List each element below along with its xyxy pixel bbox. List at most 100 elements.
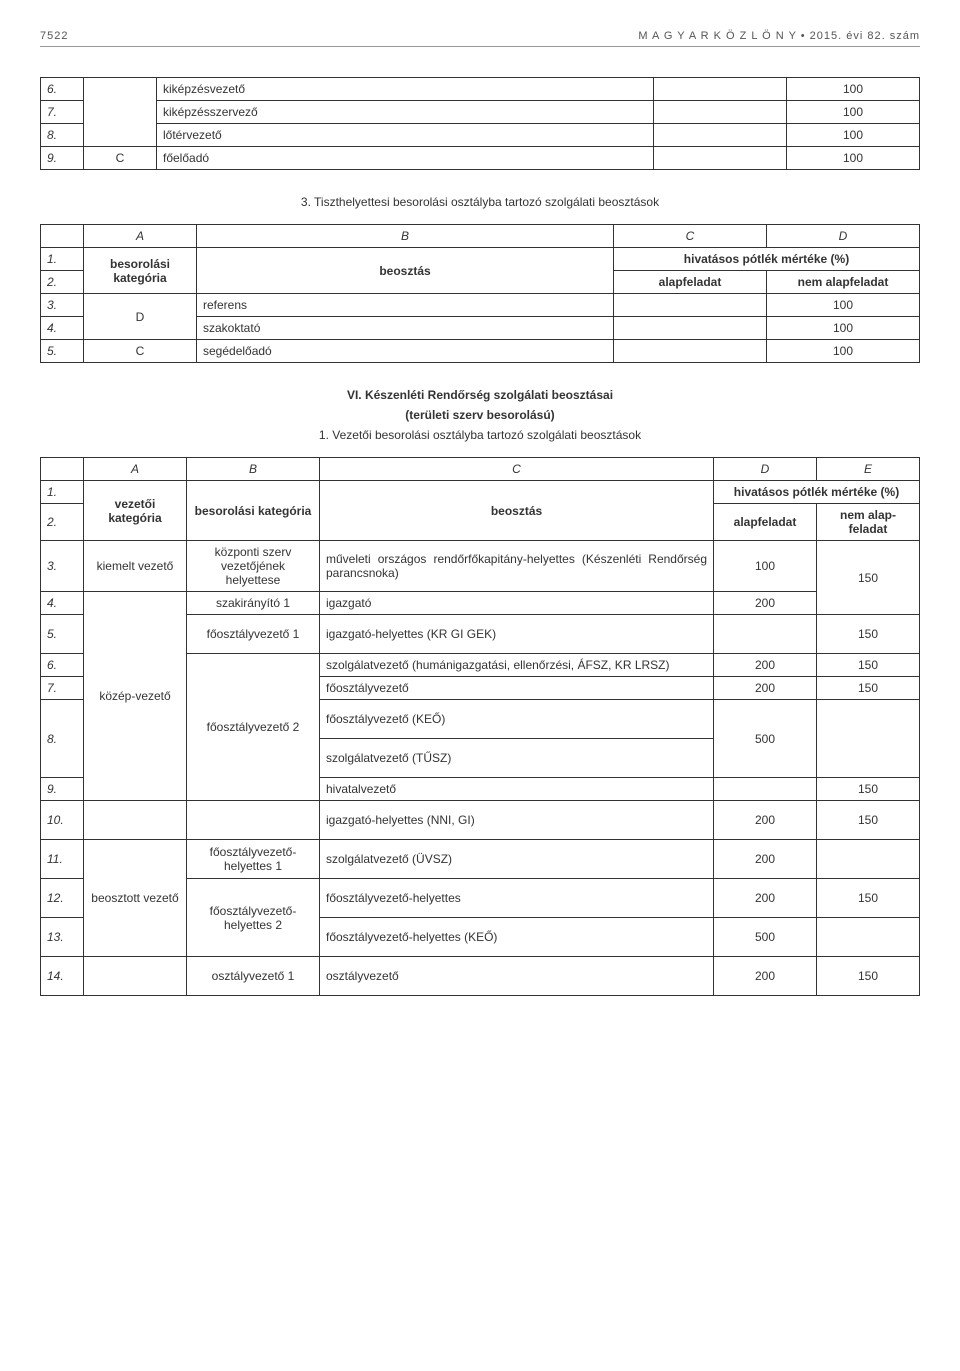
table-row: 4. közép-vezető szakirányító 1 igazgató … xyxy=(41,592,920,615)
row-num: 9. xyxy=(41,147,84,170)
table-row: 1. vezetői kategória besorolási kategóri… xyxy=(41,481,920,504)
col-letter: B xyxy=(187,458,320,481)
cell-empty xyxy=(41,458,84,481)
cell: főosztályvezető (KEŐ) xyxy=(320,700,714,739)
col-letter: D xyxy=(714,458,817,481)
journal-title: M A G Y A R K Ö Z L Ö N Y • 2015. évi 82… xyxy=(638,30,920,42)
cell xyxy=(654,78,787,101)
cell: 100 xyxy=(787,101,920,124)
header-cell: besorolási kategória xyxy=(84,248,197,294)
table-row: A B C D xyxy=(41,225,920,248)
row-num: 3. xyxy=(41,294,84,317)
cell xyxy=(817,840,920,879)
col-letter: D xyxy=(767,225,920,248)
row-num: 10. xyxy=(41,801,84,840)
section-vi-sub: (területi szerv besorolású) xyxy=(40,408,920,422)
row-num: 4. xyxy=(41,592,84,615)
row-num: 5. xyxy=(41,615,84,654)
col-letter: E xyxy=(817,458,920,481)
header-cell: nem alap-feladat xyxy=(817,504,920,541)
cell: osztályvezető 1 xyxy=(187,957,320,996)
cell: 500 xyxy=(714,700,817,778)
table-row: 1. besorolási kategória beosztás hivatás… xyxy=(41,248,920,271)
cell: 150 xyxy=(817,541,920,615)
row-num: 7. xyxy=(41,677,84,700)
cell xyxy=(614,340,767,363)
cell: 150 xyxy=(817,778,920,801)
cell: segédelőadó xyxy=(197,340,614,363)
cell: főosztályvezető-helyettes xyxy=(320,879,714,918)
row-num: 5. xyxy=(41,340,84,363)
row-num: 4. xyxy=(41,317,84,340)
table-row: 11. beosztott vezető főosztályvezető-hel… xyxy=(41,840,920,879)
row-num: 2. xyxy=(41,271,84,294)
cell: 100 xyxy=(787,124,920,147)
page-number: 7522 xyxy=(40,30,68,42)
cell: 200 xyxy=(714,957,817,996)
cell xyxy=(654,124,787,147)
cell-empty xyxy=(84,78,157,147)
header-cell: hivatásos pótlék mértéke (%) xyxy=(714,481,920,504)
cell: igazgató xyxy=(320,592,714,615)
cell: szolgálatvezető (humánigazgatási, ellenő… xyxy=(320,654,714,677)
cell xyxy=(714,778,817,801)
cell: főosztályvezető xyxy=(320,677,714,700)
cell: 200 xyxy=(714,592,817,615)
cell: főelőadó xyxy=(157,147,654,170)
cell xyxy=(654,101,787,124)
cell: C xyxy=(84,147,157,170)
cell: 200 xyxy=(714,840,817,879)
col-letter: C xyxy=(614,225,767,248)
cell xyxy=(654,147,787,170)
table-row: 7. kiképzésszervező 100 xyxy=(41,101,920,124)
cell: lőtérvezető xyxy=(157,124,654,147)
cell: főosztályvezető 1 xyxy=(187,615,320,654)
table-row: 14. osztályvezető 1 osztályvezető 200 15… xyxy=(41,957,920,996)
cell: főosztályvezető-helyettes 2 xyxy=(187,879,320,957)
col-letter: A xyxy=(84,458,187,481)
cell: 500 xyxy=(714,918,817,957)
table-row: 9. C főelőadó 100 xyxy=(41,147,920,170)
cell: főosztályvezető 2 xyxy=(187,654,320,801)
header-cell: beosztás xyxy=(320,481,714,541)
table-row: 6. kiképzésvezető 100 xyxy=(41,78,920,101)
cell: hivatalvezető xyxy=(320,778,714,801)
cell: 100 xyxy=(767,340,920,363)
cell: szolgálatvezető (ÜVSZ) xyxy=(320,840,714,879)
cell: főosztályvezető-helyettes (KEŐ) xyxy=(320,918,714,957)
cell: D xyxy=(84,294,197,340)
table-1: 6. kiképzésvezető 100 7. kiképzésszervez… xyxy=(40,77,920,170)
cell: referens xyxy=(197,294,614,317)
cell xyxy=(714,615,817,654)
header-cell: nem alapfeladat xyxy=(767,271,920,294)
col-letter: A xyxy=(84,225,197,248)
row-num: 1. xyxy=(41,248,84,271)
table-row: 5. C segédelőadó 100 xyxy=(41,340,920,363)
row-num: 6. xyxy=(41,654,84,677)
row-num: 12. xyxy=(41,879,84,918)
cell: 100 xyxy=(787,78,920,101)
row-num: 1. xyxy=(41,481,84,504)
cell xyxy=(84,801,187,840)
cell: 150 xyxy=(817,957,920,996)
col-letter: C xyxy=(320,458,714,481)
row-num: 7. xyxy=(41,101,84,124)
row-num: 8. xyxy=(41,124,84,147)
cell: 150 xyxy=(817,654,920,677)
cell: szolgálatvezető (TŰSZ) xyxy=(320,739,714,778)
col-letter: B xyxy=(197,225,614,248)
cell: 200 xyxy=(714,879,817,918)
cell: 150 xyxy=(817,615,920,654)
cell: igazgató-helyettes (NNI, GI) xyxy=(320,801,714,840)
header-cell: hivatásos pótlék mértéke (%) xyxy=(614,248,920,271)
cell: C xyxy=(84,340,197,363)
table-3: A B C D E 1. vezetői kategória besorolás… xyxy=(40,457,920,996)
table-row: 3. kiemelt vezető központi szerv vezetőj… xyxy=(41,541,920,592)
cell xyxy=(614,317,767,340)
cell: beosztott vezető xyxy=(84,840,187,957)
section-vi-1: 1. Vezetői besorolási osztályba tartozó … xyxy=(40,428,920,442)
header-cell: vezetői kategória xyxy=(84,481,187,541)
row-num: 11. xyxy=(41,840,84,879)
cell: közép-vezető xyxy=(84,592,187,801)
cell xyxy=(187,801,320,840)
